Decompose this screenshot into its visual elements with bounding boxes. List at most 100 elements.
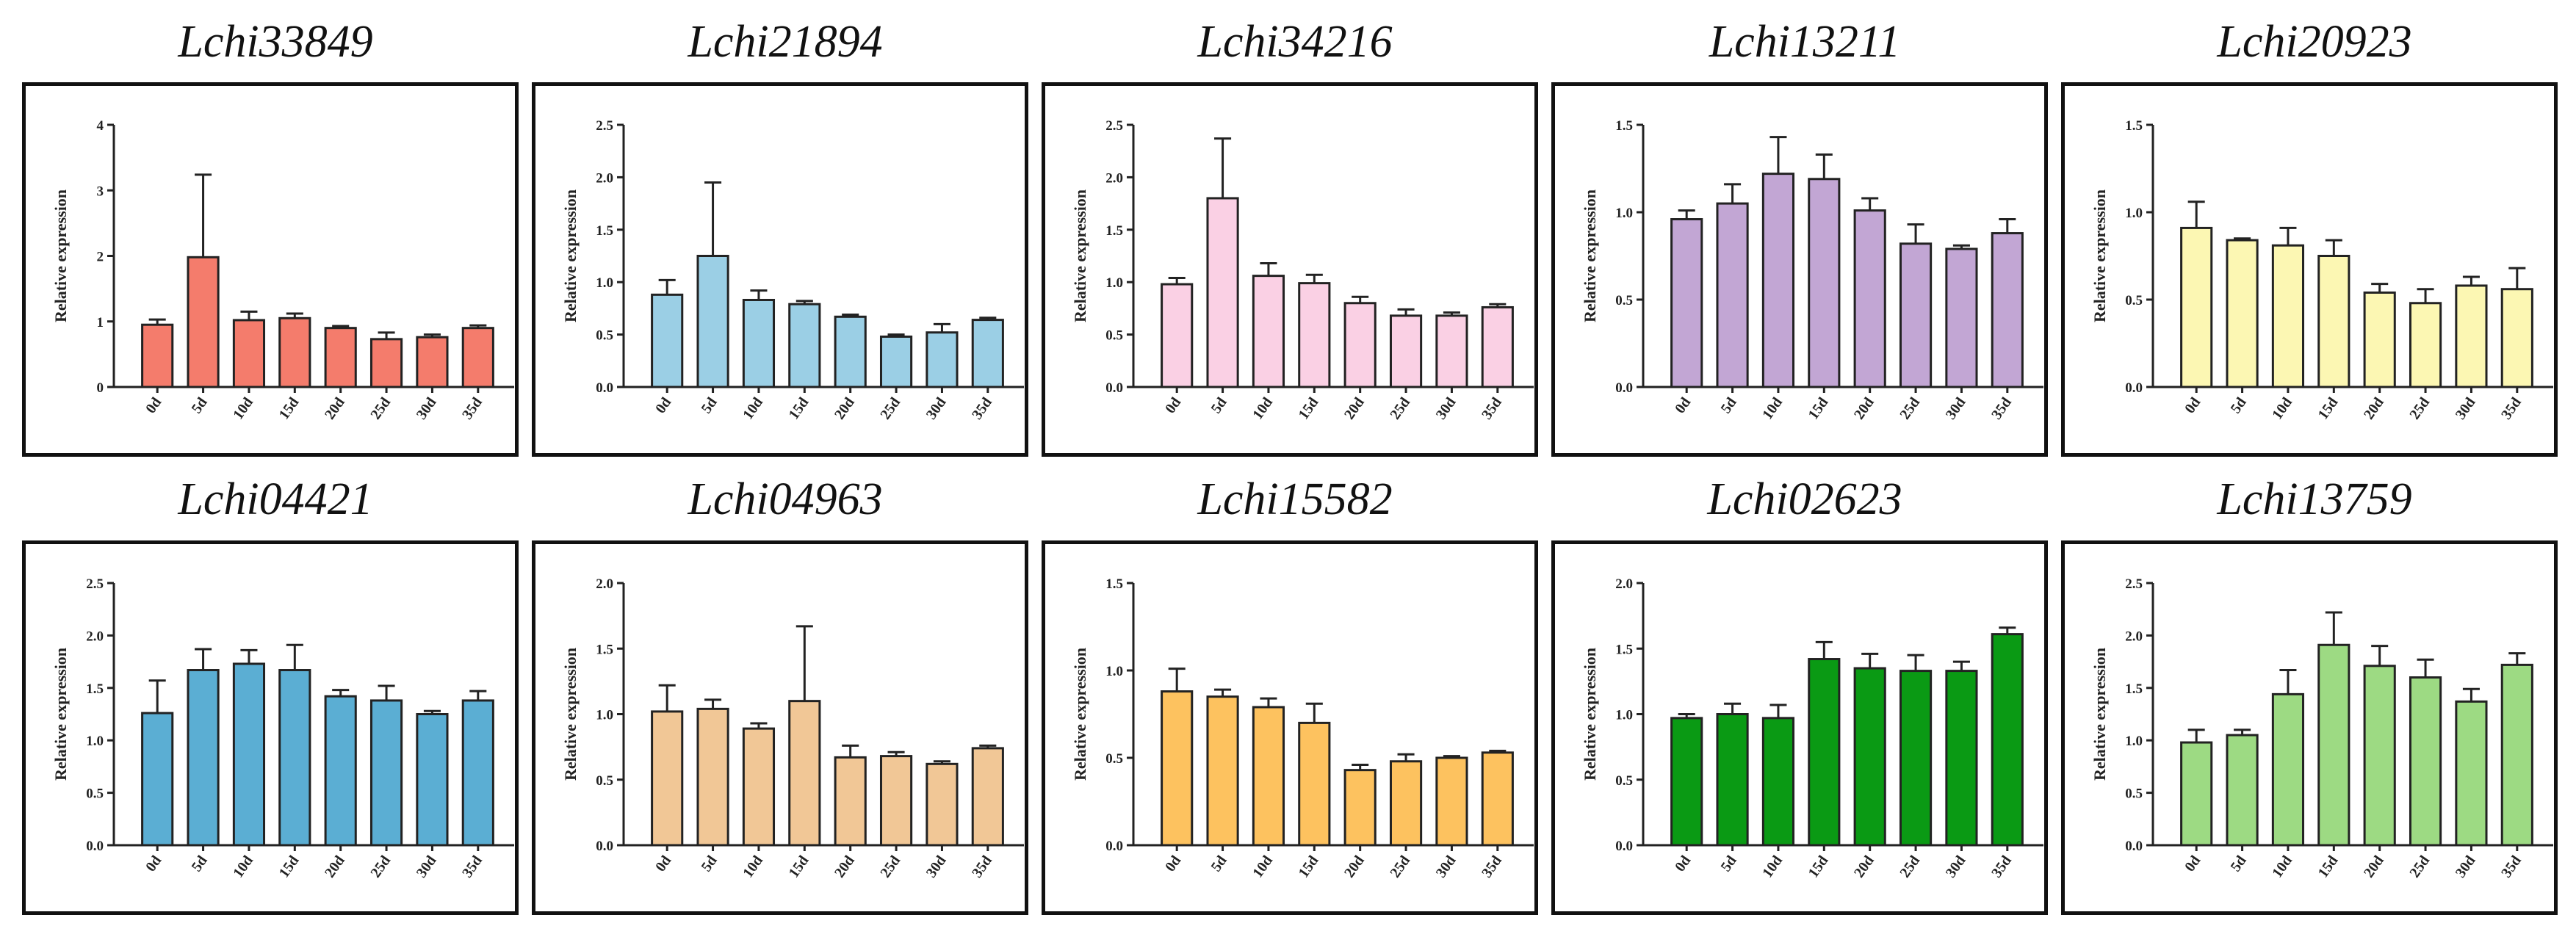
x-tick-label: 5d [1718, 394, 1740, 416]
chart-panel: Relative expression 0.0 0.5 1.0 1.5 2.0 0d 5d 10… [1551, 540, 2048, 915]
y-tick-label: 0.0 [1615, 380, 1633, 396]
bar-35d [461, 327, 494, 388]
chart-title: Lchi21894 [688, 17, 883, 67]
x-tick-label: 20d [831, 853, 858, 880]
bar-10d [1761, 717, 1795, 847]
bar-20d [1343, 302, 1377, 388]
bar-0d [651, 293, 684, 388]
x-tick-label: 35d [1479, 394, 1505, 422]
y-tick-label: 1.0 [86, 734, 104, 749]
y-tick-label: 1.5 [1105, 223, 1123, 239]
bar-20d [324, 695, 357, 847]
y-tick-label: 0.0 [86, 839, 104, 854]
x-tick-label: 35d [969, 853, 995, 880]
bar-30d [1435, 314, 1468, 388]
bar-chart: Relative expression 0.0 0.5 1.0 1.5 2.0 0d 5d 10… [561, 576, 1024, 880]
x-tick-label: 20d [2361, 394, 2387, 422]
x-tick-label: 25d [2406, 394, 2433, 422]
bar-0d [1161, 690, 1194, 847]
x-tick-label: 10d [1759, 394, 1786, 422]
y-tick-label: 2.5 [596, 118, 613, 134]
x-tick-label: 0d [142, 394, 165, 416]
x-tick-label: 5d [1208, 853, 1230, 875]
y-tick-label: 1.5 [1615, 118, 1633, 134]
x-tick-label: 5d [699, 853, 721, 875]
bar-30d [926, 762, 959, 847]
x-tick-label: 15d [786, 853, 812, 880]
x-tick-label: 25d [877, 394, 903, 422]
y-tick-label: 2.5 [1105, 118, 1123, 134]
bar-20d [1853, 667, 1886, 847]
x-tick-label: 10d [1249, 394, 1276, 422]
x-tick-label: 25d [1897, 853, 1923, 880]
x-tick-label: 15d [2315, 853, 2342, 880]
y-tick-label: 1.0 [1105, 275, 1123, 291]
bar-5d [696, 707, 729, 847]
bar-5d [2226, 734, 2259, 847]
x-tick-label: 0d [1162, 394, 1184, 416]
x-tick-label: 15d [1296, 853, 1322, 880]
bar-20d [2363, 665, 2396, 847]
x-tick-label: 25d [367, 394, 394, 422]
bar-35d [1991, 633, 2024, 847]
y-tick-label: 0.0 [2125, 380, 2143, 396]
x-tick-label: 15d [2315, 394, 2342, 422]
chart-title: Lchi15582 [1197, 474, 1393, 524]
y-axis-label: Relative expression [1581, 189, 1599, 322]
bar-35d [1481, 751, 1514, 847]
x-tick-label: 10d [2269, 394, 2295, 422]
y-tick-label: 1.5 [2125, 118, 2143, 134]
x-tick-label: 25d [2406, 853, 2433, 880]
bar-5d [1206, 197, 1239, 388]
y-tick-label: 2.0 [1105, 170, 1123, 186]
x-tick-label: 0d [652, 853, 674, 875]
bar-10d [742, 727, 776, 847]
y-tick-label: 0.5 [596, 773, 613, 789]
bar-20d [834, 315, 867, 388]
x-tick-label: 0d [2182, 853, 2204, 875]
x-tick-label: 20d [2361, 853, 2387, 880]
chart-panel: Relative expression 0.0 0.5 1.0 1.5 0d 5d 10d 15… [2061, 82, 2558, 457]
y-tick-label: 0.5 [1105, 328, 1123, 344]
y-tick-label: 0.5 [2125, 293, 2143, 308]
bar-5d [696, 255, 729, 388]
bar-30d [416, 336, 449, 388]
bar-chart: Relative expression 0 1 2 3 4 0d 5d 10d 15d 20d 25d… [51, 118, 514, 422]
bar-25d [1899, 670, 1933, 847]
x-tick-label: 30d [923, 853, 950, 880]
bar-chart: Relative expression 0.0 0.5 1.0 1.5 2.0 2.5 0d 5… [51, 576, 514, 880]
chart-panel: Relative expression 0 1 2 3 4 0d 5d 10d 15d 20d 25d… [22, 82, 519, 457]
bar-10d [2271, 692, 2305, 847]
y-tick-label: 2.0 [596, 576, 613, 592]
bar-15d [788, 303, 821, 388]
y-tick-label: 0.0 [2125, 839, 2143, 854]
bar-20d [2363, 291, 2396, 388]
bar-5d [187, 669, 220, 847]
x-tick-label: 15d [1805, 394, 1832, 422]
bar-30d [2455, 284, 2488, 388]
bar-25d [369, 699, 403, 847]
y-tick-label: 0.5 [2125, 786, 2143, 802]
x-tick-label: 15d [276, 394, 303, 422]
x-tick-label: 5d [1718, 853, 1740, 875]
bar-35d [971, 747, 1004, 847]
x-tick-label: 5d [699, 394, 721, 416]
x-tick-label: 35d [969, 394, 995, 422]
bar-10d [2271, 244, 2305, 388]
x-tick-label: 20d [1851, 394, 1877, 422]
x-tick-label: 30d [1433, 394, 1460, 422]
x-tick-label: 5d [1208, 394, 1230, 416]
x-tick-label: 35d [2498, 853, 2525, 880]
x-tick-label: 10d [740, 853, 766, 880]
bar-25d [369, 338, 403, 388]
x-tick-label: 5d [189, 394, 211, 416]
chart-title: Lchi13759 [2217, 474, 2412, 524]
bar-15d [1298, 721, 1331, 847]
x-tick-label: 20d [1341, 853, 1368, 880]
chart-title: Lchi04421 [178, 474, 373, 524]
chart-panel: Relative expression 0.0 0.5 1.0 1.5 0d 5d 10d 15… [1551, 82, 2048, 457]
bar-20d [1853, 209, 1886, 388]
bar-0d [651, 710, 684, 847]
bar-25d [879, 755, 913, 847]
y-tick-label: 0.0 [1105, 380, 1123, 396]
